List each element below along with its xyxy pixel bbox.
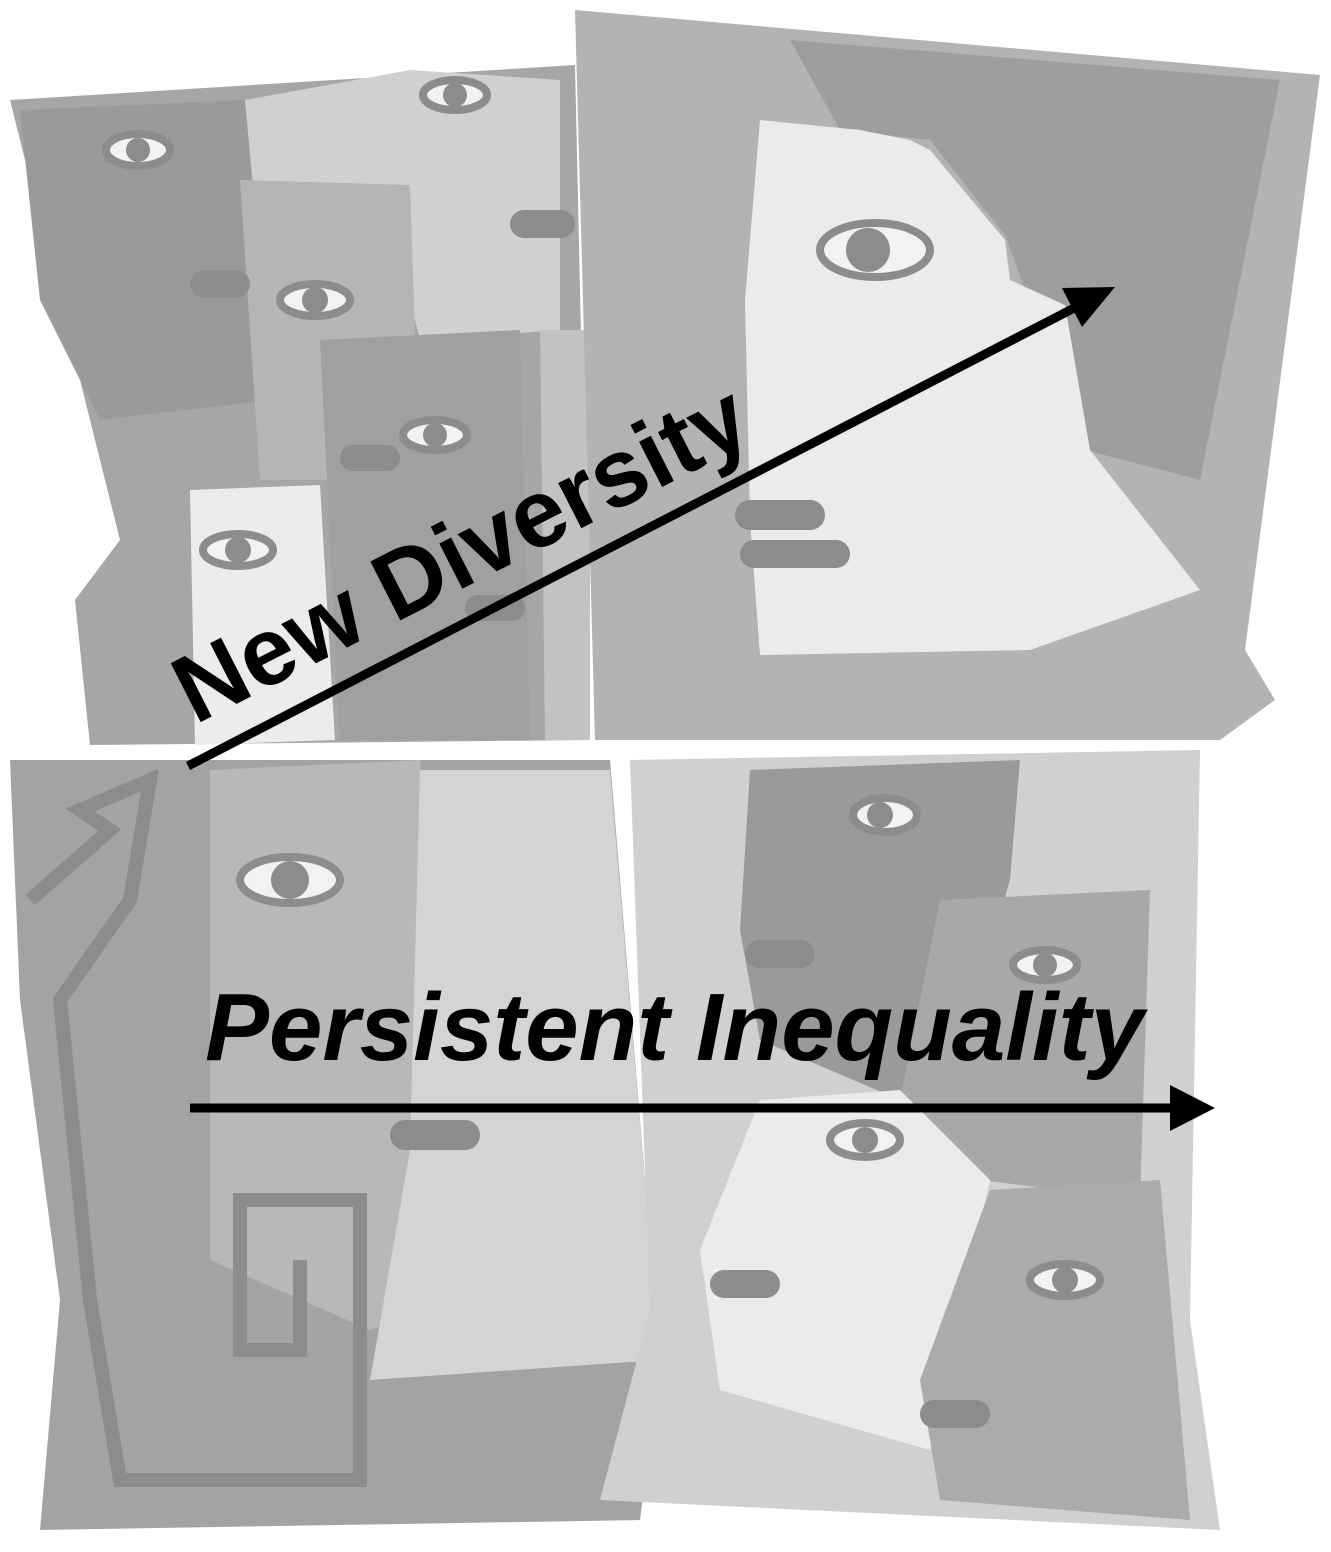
illustration: New Diversity Persistent Inequality (0, 0, 1331, 1552)
background-art (10, 10, 1320, 1530)
inequality-label: Persistent Inequality (205, 974, 1149, 1081)
